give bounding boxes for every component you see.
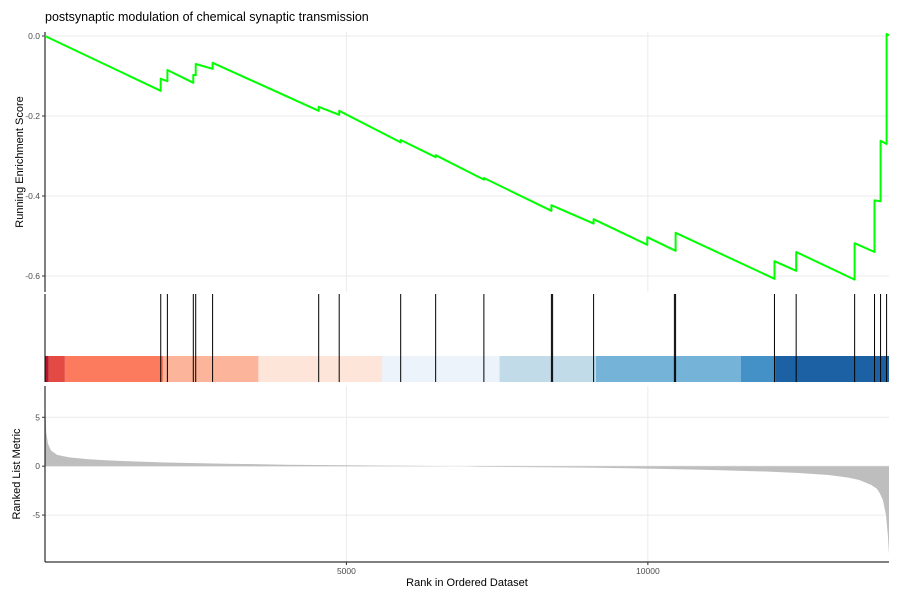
y-tick-label: -0.2: [25, 111, 40, 121]
rank-color-band: [64, 356, 164, 382]
rank-color-band: [45, 356, 49, 382]
x-axis-label: Rank in Ordered Dataset: [406, 577, 528, 589]
chart-title: postsynaptic modulation of chemical syna…: [45, 10, 369, 24]
y-tick-label: -0.4: [25, 191, 40, 201]
enrichment-panel-series: [44, 33, 890, 281]
enrichment-y-axis-label: Running Enrichment Score: [14, 96, 26, 227]
y-tick-label: 0: [35, 461, 40, 471]
metric-y-axis-label: Ranked List Metric: [11, 428, 23, 520]
rank-color-band: [775, 356, 889, 382]
enrichment-panel-grid: [45, 32, 889, 292]
gene-hit-lines: [160, 294, 888, 382]
rank-color-band: [596, 356, 741, 382]
rank-color-band: [258, 356, 382, 382]
rank-color-band: [381, 356, 500, 382]
rank-color-band: [740, 356, 776, 382]
metric-panel-grid: [45, 386, 889, 562]
metric-panel-series: [45, 397, 889, 555]
metric-panel-axis: 5 0 -5 5000 10000: [32, 386, 889, 576]
ranked-metric-area: [45, 397, 889, 555]
x-tick-label: 5000: [337, 566, 356, 576]
x-tick-label: 10000: [636, 566, 660, 576]
y-tick-label: 0.0: [28, 31, 40, 41]
enrichment-panel-axis: 0.0 -0.2 -0.4 -0.6: [25, 31, 46, 292]
y-tick-label: -0.6: [25, 271, 40, 281]
rank-color-band: [48, 356, 65, 382]
rank-color-band: [499, 356, 597, 382]
y-tick-label: 5: [35, 412, 40, 422]
y-tick-label: -5: [32, 510, 40, 520]
running-score-line: [44, 33, 890, 281]
rank-color-bands: [45, 356, 889, 382]
rank-color-band: [163, 356, 259, 382]
